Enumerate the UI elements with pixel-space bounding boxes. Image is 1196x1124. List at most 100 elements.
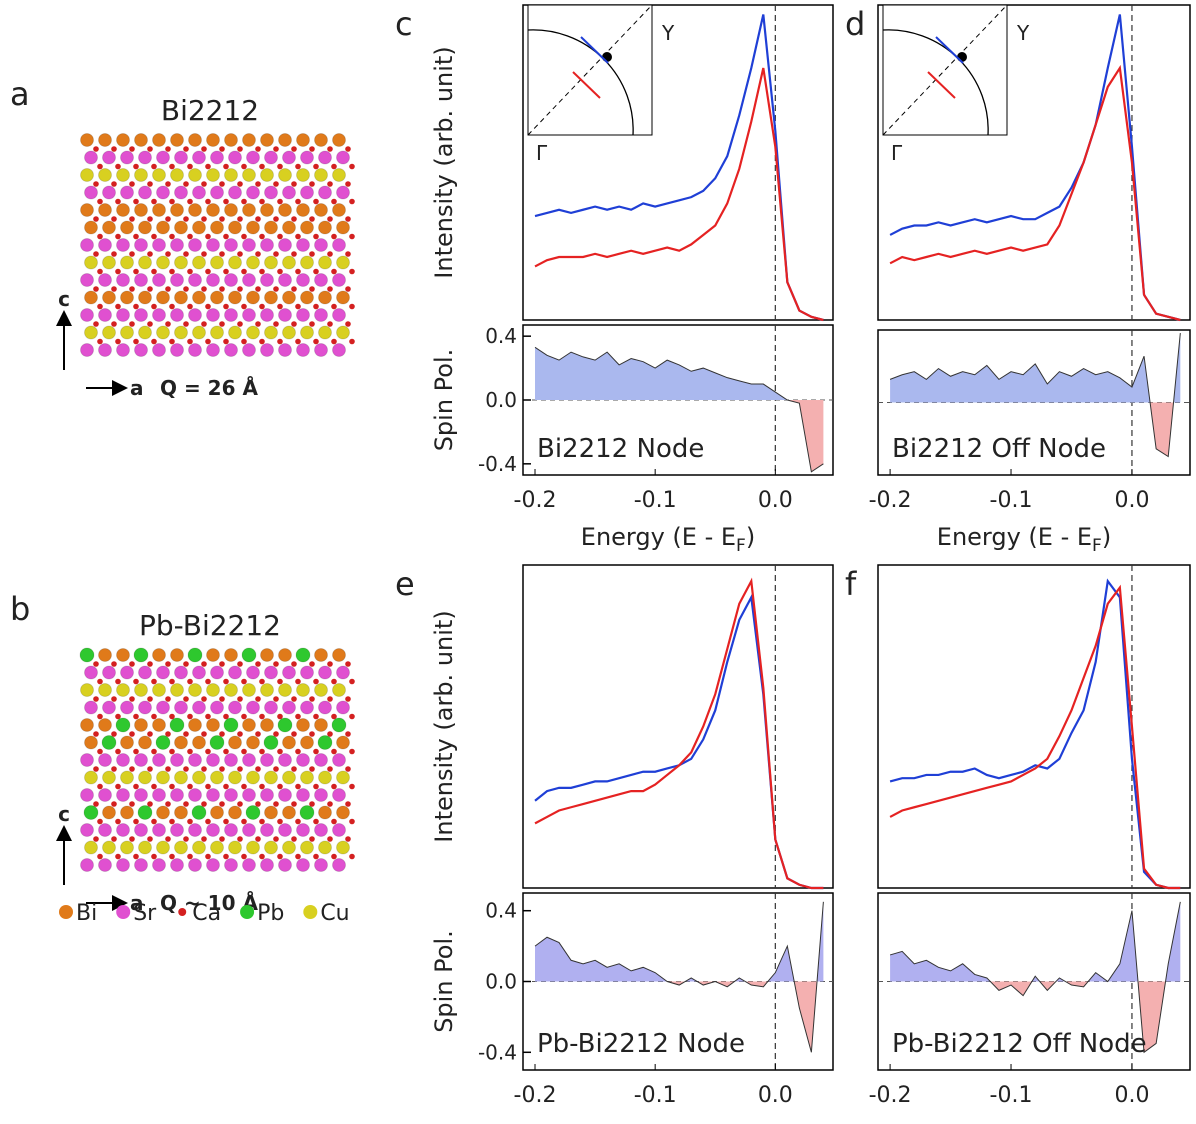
atom bbox=[246, 220, 260, 235]
atom bbox=[300, 700, 314, 715]
atom bbox=[156, 700, 170, 715]
atom bbox=[264, 700, 278, 715]
atom bbox=[152, 238, 166, 252]
atom bbox=[84, 700, 98, 715]
atom bbox=[133, 163, 139, 170]
atom bbox=[246, 770, 260, 785]
atom bbox=[115, 713, 121, 720]
inset-dot bbox=[957, 52, 967, 62]
atom bbox=[80, 168, 94, 182]
atom bbox=[169, 163, 175, 170]
atom bbox=[134, 238, 148, 252]
atom bbox=[84, 665, 98, 680]
legend-dot bbox=[178, 908, 187, 916]
atom bbox=[332, 683, 346, 697]
atom bbox=[165, 181, 171, 187]
atom bbox=[152, 788, 166, 802]
atom bbox=[138, 735, 152, 750]
atom bbox=[295, 338, 301, 345]
atom bbox=[133, 818, 139, 825]
atom bbox=[264, 840, 278, 855]
atom bbox=[201, 766, 207, 772]
atom bbox=[241, 338, 247, 345]
atom bbox=[246, 665, 260, 680]
atom bbox=[296, 168, 310, 182]
atom bbox=[223, 713, 229, 720]
atom bbox=[314, 718, 328, 732]
atom bbox=[192, 700, 206, 715]
atom bbox=[210, 220, 224, 235]
atom bbox=[273, 286, 279, 292]
atom bbox=[170, 753, 184, 767]
spin-area-pos bbox=[535, 347, 824, 400]
intensity-line bbox=[534, 14, 824, 322]
atom bbox=[120, 700, 134, 715]
atom bbox=[336, 255, 350, 270]
atom bbox=[332, 203, 346, 217]
atom bbox=[260, 273, 274, 287]
atom bbox=[296, 823, 310, 837]
atom bbox=[170, 203, 184, 217]
panel-label: e bbox=[395, 565, 415, 603]
atom bbox=[242, 203, 256, 217]
atom bbox=[93, 836, 99, 842]
atom bbox=[155, 735, 171, 750]
atom bbox=[296, 788, 310, 802]
atom bbox=[116, 753, 130, 767]
atom bbox=[259, 713, 265, 720]
atom bbox=[201, 731, 207, 737]
x-tick-label: 0.0 bbox=[1114, 1083, 1149, 1108]
legend-dot bbox=[240, 905, 255, 919]
plot-frame bbox=[522, 4, 834, 321]
atom bbox=[327, 286, 333, 292]
atom bbox=[260, 718, 274, 732]
atom bbox=[314, 823, 328, 837]
atom bbox=[273, 251, 279, 257]
atom bbox=[345, 661, 351, 667]
atom bbox=[295, 198, 301, 205]
atom bbox=[313, 678, 319, 685]
atom bbox=[98, 683, 112, 697]
atom bbox=[349, 853, 355, 860]
atom bbox=[210, 185, 224, 200]
atom bbox=[295, 818, 301, 825]
atom bbox=[242, 788, 256, 802]
atom bbox=[242, 858, 256, 872]
atom bbox=[291, 801, 297, 807]
atom bbox=[188, 718, 202, 732]
atom bbox=[318, 220, 332, 235]
atom bbox=[201, 286, 207, 292]
atom bbox=[210, 805, 224, 820]
atom bbox=[313, 713, 319, 720]
inset-diagonal bbox=[527, 4, 653, 136]
atom bbox=[138, 700, 152, 715]
atom bbox=[242, 168, 256, 182]
atom bbox=[282, 840, 296, 855]
atom bbox=[327, 216, 333, 222]
atom bbox=[201, 181, 207, 187]
atom bbox=[134, 203, 148, 217]
atom bbox=[192, 735, 206, 750]
atom bbox=[188, 273, 202, 287]
atom bbox=[313, 163, 319, 170]
spin-line bbox=[534, 901, 824, 1053]
atom bbox=[169, 748, 175, 755]
atom bbox=[349, 338, 355, 345]
atom bbox=[314, 648, 328, 662]
atom bbox=[116, 788, 130, 802]
atom bbox=[97, 233, 103, 240]
atom bbox=[327, 836, 333, 842]
atom bbox=[201, 696, 207, 702]
atom bbox=[98, 308, 112, 322]
atom bbox=[255, 216, 261, 222]
atom bbox=[84, 150, 98, 165]
atom bbox=[291, 181, 297, 187]
plot-frame bbox=[877, 564, 1191, 889]
atom bbox=[188, 823, 202, 837]
y-tick-label: -0.4 bbox=[478, 1040, 517, 1064]
atom bbox=[133, 647, 149, 663]
atom bbox=[259, 678, 265, 685]
atom bbox=[183, 731, 189, 737]
panel-label: c bbox=[395, 5, 413, 43]
atom bbox=[241, 198, 247, 205]
